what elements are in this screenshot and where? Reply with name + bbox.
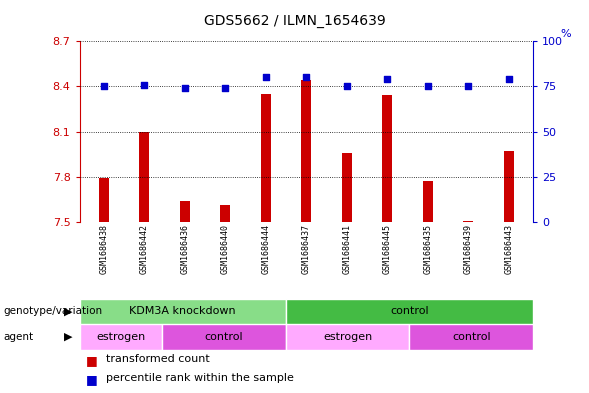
Text: GSM1686445: GSM1686445 xyxy=(383,224,392,274)
Bar xyxy=(99,178,109,222)
Point xyxy=(302,74,311,81)
Bar xyxy=(463,220,474,222)
Text: %: % xyxy=(560,29,571,39)
Text: GSM1686440: GSM1686440 xyxy=(221,224,230,274)
Text: GSM1686441: GSM1686441 xyxy=(342,224,351,274)
Text: control: control xyxy=(390,307,429,316)
Bar xyxy=(423,182,433,222)
Bar xyxy=(301,81,312,222)
Bar xyxy=(382,95,392,222)
Text: GSM1686442: GSM1686442 xyxy=(140,224,149,274)
Bar xyxy=(80,324,162,350)
Point xyxy=(180,85,190,92)
Bar xyxy=(139,132,150,222)
Text: GSM1686437: GSM1686437 xyxy=(302,224,311,274)
Text: ▶: ▶ xyxy=(64,307,72,316)
Text: agent: agent xyxy=(3,332,33,342)
Text: GSM1686443: GSM1686443 xyxy=(504,224,513,274)
Text: GSM1686436: GSM1686436 xyxy=(180,224,189,274)
Point xyxy=(99,83,108,90)
Text: percentile rank within the sample: percentile rank within the sample xyxy=(106,373,294,383)
Bar xyxy=(162,324,286,350)
Point xyxy=(261,74,270,81)
Text: transformed count: transformed count xyxy=(106,354,210,364)
Text: GSM1686438: GSM1686438 xyxy=(100,224,108,274)
Bar xyxy=(220,206,230,222)
Text: GDS5662 / ILMN_1654639: GDS5662 / ILMN_1654639 xyxy=(204,14,385,28)
Bar xyxy=(409,324,533,350)
Point xyxy=(220,85,230,92)
Point xyxy=(140,81,149,88)
Bar xyxy=(286,324,409,350)
Point xyxy=(342,83,352,90)
Text: genotype/variation: genotype/variation xyxy=(3,307,102,316)
Text: ■: ■ xyxy=(85,373,97,386)
Point xyxy=(383,76,392,83)
Text: GSM1686435: GSM1686435 xyxy=(423,224,432,274)
Text: control: control xyxy=(204,332,243,342)
Text: GSM1686439: GSM1686439 xyxy=(464,224,473,274)
Text: estrogen: estrogen xyxy=(96,332,145,342)
Point xyxy=(423,83,432,90)
Bar xyxy=(504,151,514,222)
Bar xyxy=(261,94,271,222)
Bar xyxy=(80,299,286,324)
Text: GSM1686444: GSM1686444 xyxy=(262,224,270,274)
Point xyxy=(464,83,473,90)
Point xyxy=(504,76,514,83)
Text: KDM3A knockdown: KDM3A knockdown xyxy=(129,307,236,316)
Text: estrogen: estrogen xyxy=(323,332,372,342)
Bar xyxy=(342,153,352,222)
Bar xyxy=(180,201,190,222)
Text: ▶: ▶ xyxy=(64,332,72,342)
Bar xyxy=(286,299,533,324)
Text: ■: ■ xyxy=(85,354,97,367)
Text: control: control xyxy=(452,332,491,342)
